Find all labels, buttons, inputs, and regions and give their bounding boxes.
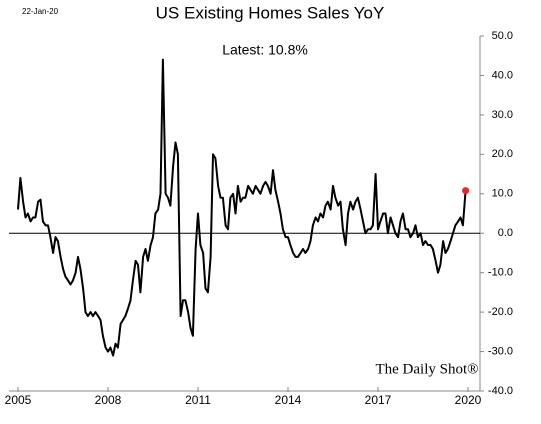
y-tick-label: 50.0 [492,30,513,42]
x-tick-label: 2017 [365,393,392,407]
y-tick-label: -40.0 [488,385,513,397]
y-tick-label: -20.0 [488,306,513,318]
watermark: The Daily Shot® [375,361,478,377]
y-tick-label: 10.0 [492,188,513,200]
y-tick-label: -30.0 [488,345,513,357]
latest-point [462,187,470,195]
x-tick-label: 2011 [185,393,211,407]
x-tick-label: 2005 [5,393,32,407]
y-tick-label: 0.0 [498,227,513,239]
y-tick-label: 40.0 [492,69,513,81]
x-tick-label: 2014 [275,393,302,407]
series-line [17,58,467,357]
annotation: Latest: 10.8% [222,42,308,58]
y-tick-label: -10.0 [488,267,513,279]
y-tick-label: 20.0 [492,148,513,160]
chart-title: US Existing Homes Sales YoY [156,3,385,22]
date-label: 22-Jan-20 [22,7,59,16]
x-tick-label: 2020 [455,393,482,407]
x-tick-label: 2008 [95,393,122,407]
y-tick-label: 30.0 [492,109,513,121]
